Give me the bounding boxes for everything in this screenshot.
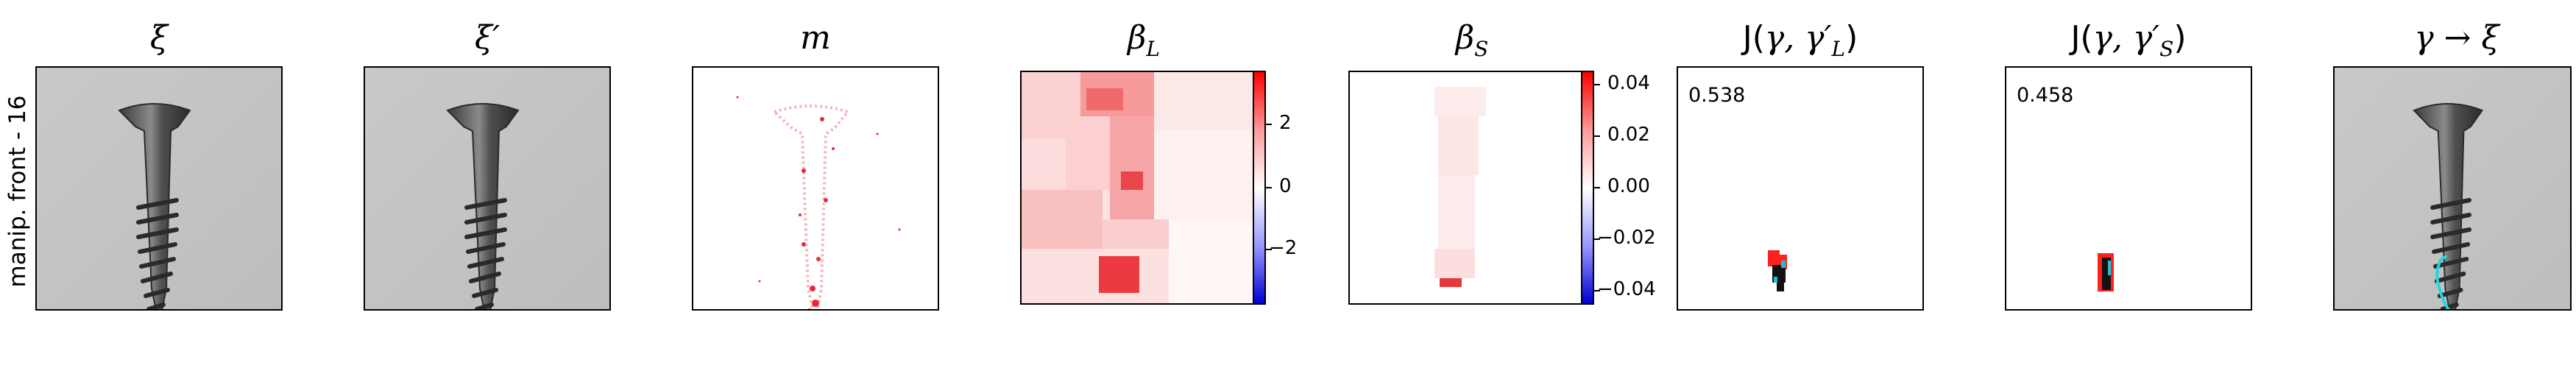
image-gamma-to-xi: [2333, 66, 2572, 311]
cbar-tick-label: −2: [1269, 237, 1298, 259]
jaccard-L-panel: 0.538: [1677, 66, 1924, 311]
cbar-tick-label: 0.04: [1607, 72, 1650, 94]
beta-S-heatmap: [1350, 72, 1582, 303]
title-J-S: J(γ, γ′S): [2070, 19, 2187, 61]
title-gamma-to-xi: γ → ξ: [2414, 19, 2499, 57]
cbar-tick-label: 2: [1279, 112, 1292, 134]
screw-overlay-image: [2335, 68, 2570, 309]
row-label: manip. front - 16: [4, 95, 31, 288]
cbar-tick-label: 0.02: [1607, 124, 1650, 146]
jaccard-S-overlay: [2098, 253, 2114, 291]
cbar-tick-label: −0.04: [1597, 278, 1656, 300]
image-xi: [35, 66, 283, 311]
title-xi: ξ: [149, 19, 169, 57]
title-m: m: [800, 19, 831, 57]
jaccard-L-overlay: [1768, 250, 1787, 291]
mask-m: [692, 66, 939, 311]
title-beta-S: βS: [1455, 19, 1489, 61]
jaccard-S-value: 0.458: [2017, 84, 2074, 107]
title-xi-prime: ξ′: [474, 19, 500, 57]
cbar-tick-label: −0.02: [1597, 227, 1656, 249]
heatmap-beta-S: [1348, 71, 1584, 305]
screw-image: [37, 68, 281, 309]
colorbar-beta-L: [1253, 71, 1266, 305]
screw-image-manipulated: [365, 68, 609, 309]
jaccard-L-value: 0.538: [1688, 84, 1746, 107]
cbar-tick-label: 0: [1279, 175, 1292, 197]
mask-heatmap: [693, 68, 938, 309]
cbar-tick-label: 0.00: [1607, 175, 1650, 197]
title-J-L: J(γ, γ′L): [1742, 19, 1858, 61]
heatmap-beta-L: [1020, 71, 1256, 305]
beta-L-heatmap: [1022, 72, 1254, 303]
jaccard-S-panel: 0.458: [2005, 66, 2252, 311]
title-beta-L: βL: [1127, 19, 1161, 61]
colorbar-beta-S: [1581, 71, 1594, 305]
image-xi-prime: [364, 66, 611, 311]
